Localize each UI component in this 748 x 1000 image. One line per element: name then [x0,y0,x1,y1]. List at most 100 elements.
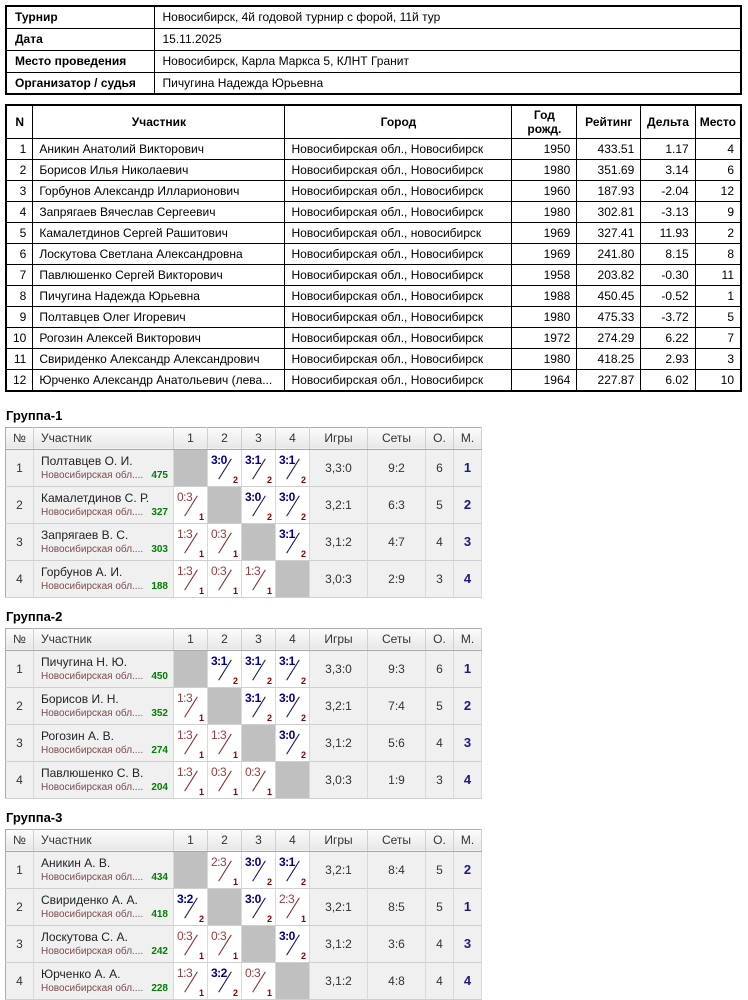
match-score: 1:3 [245,563,261,578]
group-participant-rating: 188 [151,581,168,592]
participant-name: Рогозин Алексей Викторович [32,327,286,349]
match-score: 3:1 [245,452,261,467]
match-score-cell: 1:3 1 [173,724,208,762]
participant-rating: 302.81 [576,201,642,223]
group-header-cell: О. [425,427,454,450]
match-score: 3:0 [245,854,261,869]
participant-rating: 274.29 [576,327,642,349]
match-score-cell: 0:3 1 [241,761,276,799]
group-points: 3 [425,761,454,799]
participant-rating: 203.82 [576,264,642,286]
group-row-number: 3 [5,523,34,561]
group-row: 4 Горбунов А. И. Новосибирская обл.... 188 1… [5,560,482,598]
participant-place: 5 [694,306,742,328]
participant-place: 2 [694,222,742,244]
participant-name: Лоскутова Светлана Александровна [32,243,286,265]
group-participant-subline: Новосибирская обл.... 352 [41,708,168,719]
match-points: 2 [266,511,272,522]
group-participant-cell: Запрягаев В. С. Новосибирская обл.... 303 [33,523,174,561]
participant-row: 4 Запрягаев Вячеслав Сергеевич Новосибирск… [5,201,742,223]
match-points: 2 [300,675,306,686]
participant-year: 1950 [511,138,578,160]
match-points: 2 [232,474,238,485]
match-score: 1:3 [211,727,227,742]
group-title: Группа-3 [6,809,63,825]
participant-year: 1958 [511,264,578,286]
group-participant-name: Павлюшенко С. В. [41,766,144,780]
info-row: Место проведения Новосибирск, Карла Маркс… [5,49,742,73]
participant-row: 11 Свириденко Александр Александрович Ново… [5,348,742,370]
group-row-number: 4 [5,962,34,1000]
group-participant-subline: Новосибирская обл.... 204 [41,782,168,793]
participant-name: Горбунов Александр Илларионович [32,180,286,202]
group-participant-cell: Камалетдинов С. Р. Новосибирская обл.... 3… [33,486,174,524]
participant-number: 12 [5,369,34,391]
group-participant-name: Полтавцев О. И. [41,454,133,468]
group-participant-cell: Рогозин А. В. Новосибирская обл.... 274 [33,724,174,762]
participant-name: Пичугина Надежда Юрьевна [32,285,286,307]
match-score: 1:3 [177,727,193,742]
match-score: 1:3 [177,764,193,779]
group-participant-subline: Новосибирская обл.... 242 [41,946,168,957]
participant-place: 6 [694,159,742,181]
match-self-cell [275,761,310,799]
group-header-cell: 3 [241,829,276,852]
group-header-cell: О. [425,829,454,852]
group-participant-region: Новосибирская обл.... [41,470,144,481]
group-participant-rating: 418 [151,909,168,920]
group-points: 4 [425,962,454,1000]
group-section: Группа-3 № Участник 1 2 3 4 Игры Сеты О. М. 1 Аникин… [5,810,743,1000]
group-sets: 6:3 [367,486,426,524]
group-header-cell: № [5,427,34,450]
match-points: 2 [300,511,306,522]
participant-row: 8 Пичугина Надежда Юрьевна Новосибирская о… [5,285,742,307]
group-points: 5 [425,687,454,725]
match-score: 3:1 [245,690,261,705]
match-score: 0:3 [211,764,227,779]
match-points: 1 [266,987,272,998]
group-participant-rating: 475 [151,470,168,481]
group-row: 4 Павлюшенко С. В. Новосибирская обл.... 20… [5,761,482,799]
group-games: 3,2:1 [309,851,368,889]
match-points: 1 [198,585,204,596]
match-self-cell [173,449,208,487]
match-points: 1 [198,712,204,723]
group-participant-cell: Юрченко А. А. Новосибирская обл.... 228 [33,962,174,1000]
group-games: 3,0:3 [309,560,368,598]
participant-number: 7 [5,264,34,286]
match-score-cell: 2:3 1 [207,851,242,889]
group-row: 3 Рогозин А. В. Новосибирская обл.... 274 1:… [5,724,482,762]
group-games: 3,1:2 [309,724,368,762]
match-score-cell: 3:0 2 [207,449,242,487]
match-score-cell: 3:1 2 [241,650,276,688]
match-score-cell: 3:1 2 [241,449,276,487]
group-header-cell: 4 [275,427,310,450]
participant-number: 11 [5,348,34,370]
participant-delta: 1.17 [640,138,696,160]
group-games: 3,0:3 [309,761,368,799]
group-games: 3,2:1 [309,687,368,725]
participant-number: 1 [5,138,34,160]
match-score-cell: 0:3 1 [173,925,208,963]
group-participant-subline: Новосибирская обл.... 475 [41,470,168,481]
group-header-cell: 1 [173,628,208,651]
match-score-cell: 3:0 2 [275,486,310,524]
match-score: 1:3 [177,563,193,578]
participant-city: Новосибирская обл., Новосибирск [284,138,513,160]
match-points: 2 [266,675,272,686]
match-score: 1:3 [177,965,193,980]
group-points: 4 [425,925,454,963]
match-score-cell: 3:0 2 [275,724,310,762]
participant-place: 11 [694,264,742,286]
participant-year: 1980 [511,306,578,328]
group-header-row: № Участник 1 2 3 4 Игры Сеты О. М. [5,829,482,852]
info-label: Дата [5,27,155,51]
group-header-cell: Сеты [367,829,426,852]
match-score-cell: 3:0 2 [275,687,310,725]
match-score: 0:3 [211,526,227,541]
group-sets: 8:4 [367,851,426,889]
group-participant-cell: Лоскутова С. А. Новосибирская обл.... 242 [33,925,174,963]
participants-header-cell: Дельта [640,104,696,139]
match-score-cell: 3:1 2 [241,687,276,725]
group-participant-region: Новосибирская обл.... [41,671,144,682]
